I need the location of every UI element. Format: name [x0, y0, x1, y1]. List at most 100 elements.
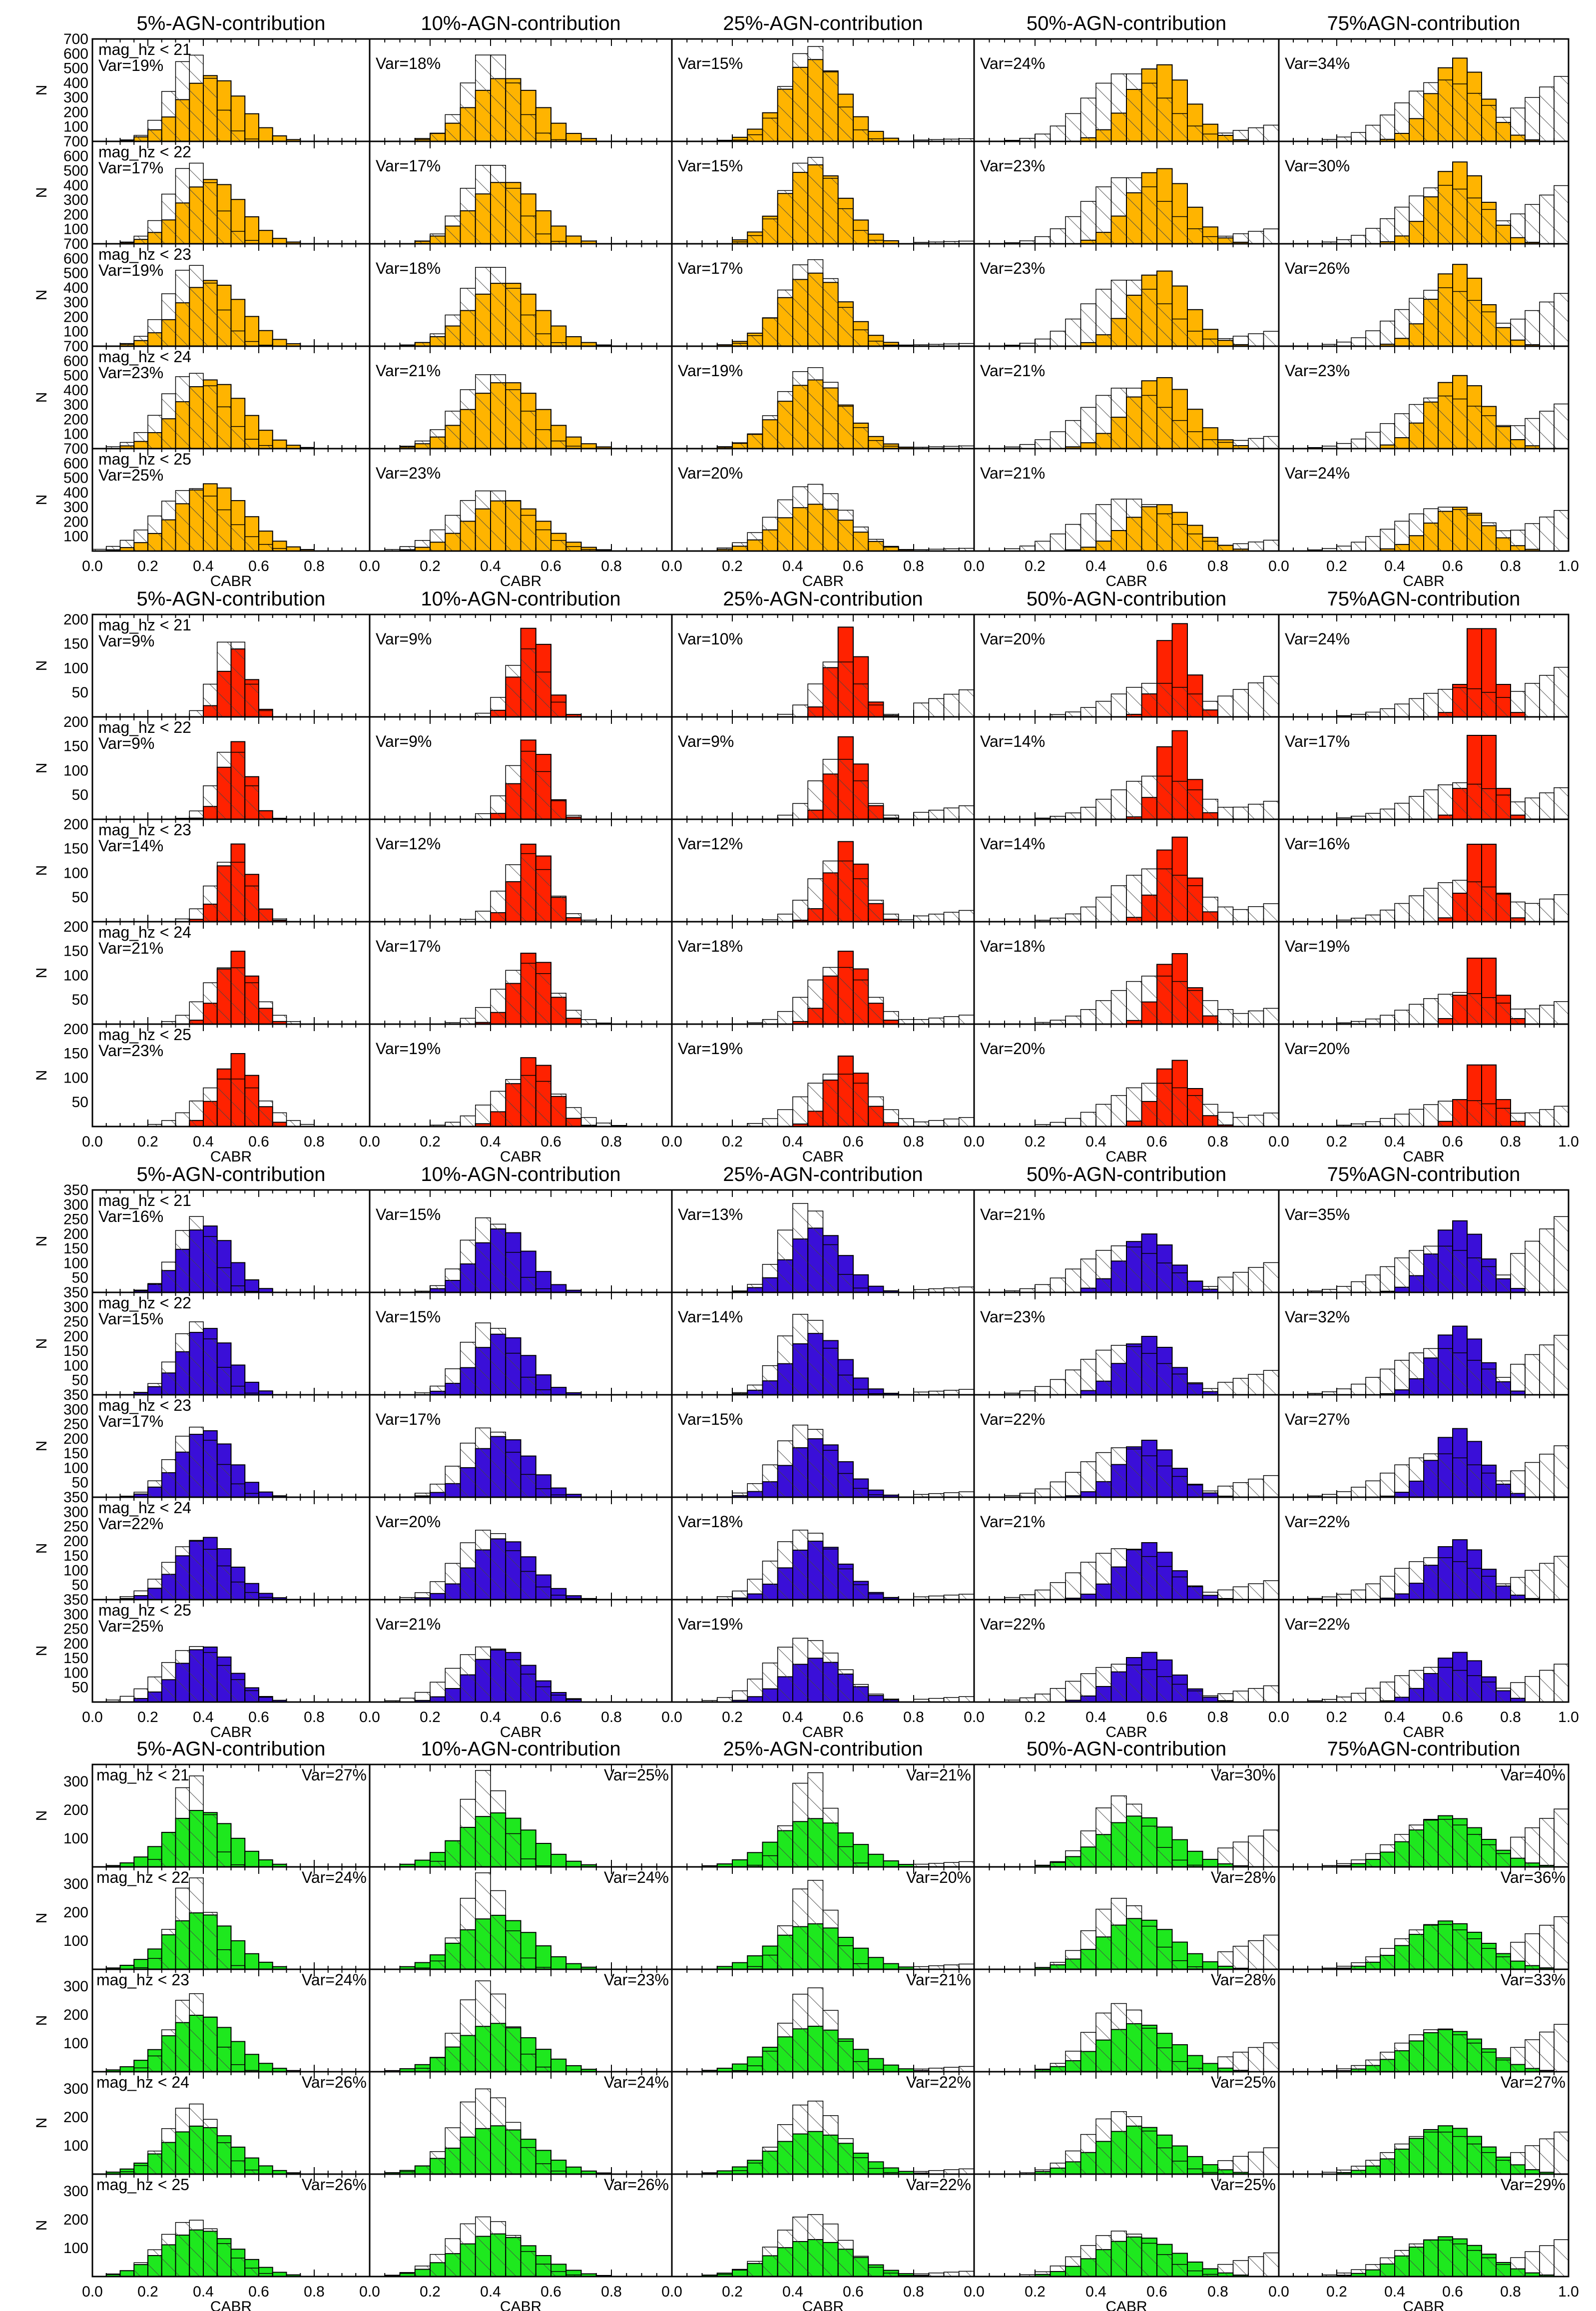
- hatched-bar: [1217, 235, 1234, 244]
- hatched-bar: [1232, 1586, 1249, 1600]
- hatched-bar: [505, 665, 522, 717]
- hatched-bar: [1095, 1000, 1112, 1025]
- hatched-bar: [1126, 177, 1142, 244]
- y-tick-label: 100: [63, 324, 88, 340]
- hatched-bar: [1187, 990, 1203, 1025]
- column-title: 25%-AGN-contribution: [723, 588, 923, 610]
- hatched-bar: [258, 908, 273, 922]
- histogram-panel: Var=21%: [973, 1496, 1280, 1601]
- hatched-bar: [1126, 1246, 1142, 1293]
- hatched-bar: [475, 1322, 491, 1395]
- x-tick-label: 0.8: [601, 1134, 622, 1150]
- hatched-bar: [1187, 1484, 1203, 1498]
- x-tick-label: 1.0: [1558, 558, 1579, 575]
- hatched-bar: [1409, 298, 1424, 347]
- hatched-bar: [1187, 1095, 1203, 1127]
- hatched-bar: [1365, 1377, 1381, 1395]
- hatched-bar: [732, 443, 748, 449]
- hatched-bar: [1126, 875, 1142, 922]
- hatched-bar: [1065, 1268, 1081, 1293]
- hatched-bar: [1187, 534, 1203, 552]
- hatched-bar: [230, 426, 245, 449]
- hatched-bar: [1394, 1568, 1410, 1600]
- hatched-bar: [792, 162, 808, 244]
- hatched-bar: [1232, 1117, 1249, 1127]
- hatched-bar: [1232, 1482, 1249, 1498]
- y-tick-label: 100: [63, 1357, 88, 1374]
- hatched-bar: [1554, 666, 1569, 717]
- hatched-bar: [1554, 787, 1569, 820]
- x-tick-label: 0.4: [782, 1134, 803, 1150]
- hatched-bar: [1423, 1104, 1439, 1127]
- x-tick-label: 0.8: [1207, 1134, 1228, 1150]
- hatched-bar: [520, 750, 536, 820]
- hatched-bar: [959, 1389, 975, 1395]
- variance-label: Var=9%: [376, 630, 432, 648]
- histogram-panel: Var=27%: [1278, 1394, 1570, 1498]
- hatched-bar: [217, 862, 232, 922]
- y-tick-label: 300: [63, 1196, 88, 1213]
- hatched-bar: [1496, 794, 1511, 820]
- hatched-bar: [1263, 436, 1279, 449]
- hatched-bar: [777, 1335, 793, 1395]
- hatched-bar: [147, 1579, 162, 1600]
- hatched-bar: [807, 1210, 824, 1293]
- hatched-bar: [1525, 1240, 1540, 1293]
- hatched-bar: [853, 527, 869, 552]
- hatched-bar: [1351, 438, 1366, 449]
- histogram-panel: Var=10%: [671, 613, 975, 718]
- hatched-bar: [853, 230, 869, 244]
- histogram-panel: Var=26%: [1278, 243, 1570, 347]
- filled-bar: [258, 230, 273, 244]
- hatched-bar: [1394, 1464, 1410, 1498]
- magnitude-label: mag_hz < 24: [98, 1499, 191, 1517]
- variance-label: Var=23%: [980, 259, 1045, 277]
- hatched-bar: [1380, 114, 1395, 142]
- x-axis-label: CABR: [1403, 1149, 1444, 1165]
- hatched-bar: [230, 130, 245, 142]
- hatched-bar: [1156, 201, 1173, 244]
- hatched-bar: [1525, 97, 1540, 142]
- y-tick-label: 400: [63, 485, 88, 501]
- column-title: 25%-AGN-contribution: [723, 12, 923, 34]
- hatched-bar: [1539, 1344, 1555, 1395]
- histogram-panel: Var=35%: [1278, 1189, 1570, 1293]
- hatched-bar: [133, 1590, 148, 1600]
- hatched-bar: [1510, 901, 1526, 922]
- y-tick-label: 100: [63, 762, 88, 779]
- x-tick-label: 0.2: [420, 558, 441, 575]
- hatched-bar: [1539, 517, 1555, 552]
- hatched-bar: [1554, 510, 1569, 552]
- hatched-bar: [505, 500, 522, 552]
- hatched-bar: [217, 509, 232, 552]
- x-tick-label: 0.8: [1500, 1134, 1521, 1150]
- hatched-bar: [175, 376, 190, 449]
- hatched-bar: [430, 529, 446, 552]
- filled-bar: [244, 113, 259, 142]
- hatched-bar: [1380, 808, 1395, 820]
- x-tick-label: 0.6: [1442, 558, 1463, 575]
- variance-label: Var=12%: [376, 835, 441, 853]
- variance-label: Var=21%: [376, 362, 441, 380]
- hatched-bar: [490, 989, 506, 1025]
- y-axis-label: N: [33, 660, 50, 671]
- hatched-bar: [1202, 700, 1218, 717]
- hatched-bar: [490, 267, 506, 347]
- hatched-bar: [1525, 418, 1540, 449]
- hatched-bar: [161, 1459, 176, 1498]
- histogram-panel: Var=17%: [369, 921, 673, 1025]
- histogram-panel: Var=23%: [973, 140, 1280, 245]
- hatched-bar: [747, 134, 763, 142]
- hatched-bar: [1035, 338, 1051, 347]
- y-tick-label: 250: [63, 1211, 88, 1228]
- hatched-bar: [1409, 1561, 1424, 1600]
- histogram-panel: Var=23%: [973, 243, 1280, 347]
- column-title: 10%-AGN-contribution: [421, 588, 620, 610]
- hatched-bar: [1496, 1377, 1511, 1395]
- x-axis-label: CABR: [802, 573, 844, 589]
- hatched-bar: [792, 1096, 808, 1127]
- y-tick-label: 250: [63, 1621, 88, 1638]
- filled-bar: [550, 1284, 567, 1293]
- hatched-bar: [928, 1120, 945, 1127]
- hatched-bar: [1217, 545, 1234, 552]
